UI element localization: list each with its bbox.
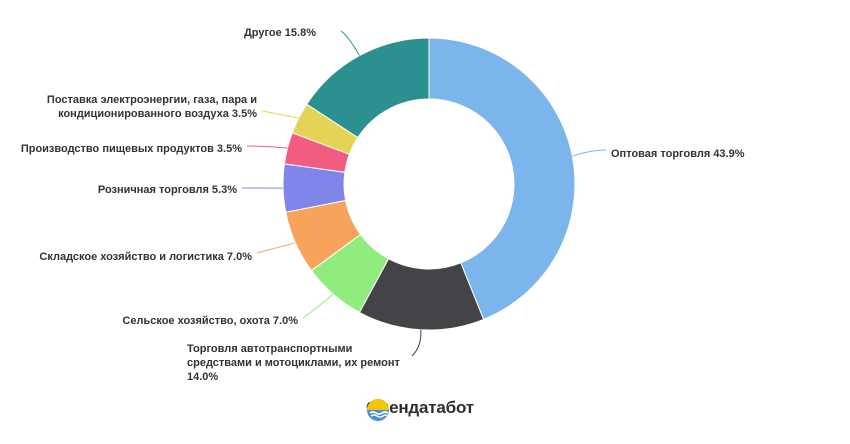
slice-0[interactable] <box>428 37 576 321</box>
brand-logo: Опендатабот <box>366 398 474 421</box>
connector-3 <box>256 242 296 254</box>
brand-name: Опендатабот <box>366 398 474 417</box>
slice-7[interactable] <box>306 37 430 139</box>
slice-label-line: Розничная торговля 5.3% <box>98 184 237 196</box>
slice-label-7: Другое 15.8% <box>244 27 316 39</box>
connector-0 <box>572 149 607 157</box>
slice-label-line: кондиционированного воздуха 3.5% <box>58 108 257 120</box>
slice-label-line: средствами и мотоциклами, их ремонт <box>187 357 400 369</box>
slice-label-0: Оптовая торговля 43.9% <box>611 148 745 160</box>
slice-label-2: Сельское хозяйство, охота 7.0% <box>122 315 298 327</box>
slice-label-line: 14.0% <box>187 371 218 383</box>
connector-7 <box>340 30 360 56</box>
slice-label-6: Поставка электроэнергии, газа, пара и кон… <box>47 94 257 120</box>
slice-label-line: Сельское хозяйство, охота 7.0% <box>122 315 298 327</box>
slice-label-4: Розничная торговля 5.3% <box>98 184 237 196</box>
slice-label-5: Производство пищевых продуктов 3.5% <box>21 143 242 155</box>
slice-label-line: Производство пищевых продуктов 3.5% <box>21 143 242 155</box>
slices-group <box>282 37 576 331</box>
connector-2 <box>302 293 334 319</box>
sun-over-waves-icon <box>367 399 389 421</box>
connector-1 <box>411 329 422 357</box>
slice-label-line: Другое 15.8% <box>244 27 316 39</box>
labels-group: Оптовая торговля 43.9% Торговля автотранс… <box>21 27 745 383</box>
slice-label-3: Складское хозяйство и логистика 7.0% <box>39 251 252 263</box>
slice-label-1: Торговля автотранспортными средствами и м… <box>187 343 400 383</box>
connector-6 <box>261 110 299 119</box>
connectors-group <box>241 30 607 357</box>
slice-label-line: Складское хозяйство и логистика 7.0% <box>39 251 252 263</box>
slice-label-line: Торговля автотранспортными <box>187 343 352 355</box>
connector-5 <box>246 145 288 149</box>
slice-label-line: Поставка электроэнергии, газа, пара и <box>47 94 257 106</box>
slice-label-line: Оптовая торговля 43.9% <box>611 148 745 160</box>
